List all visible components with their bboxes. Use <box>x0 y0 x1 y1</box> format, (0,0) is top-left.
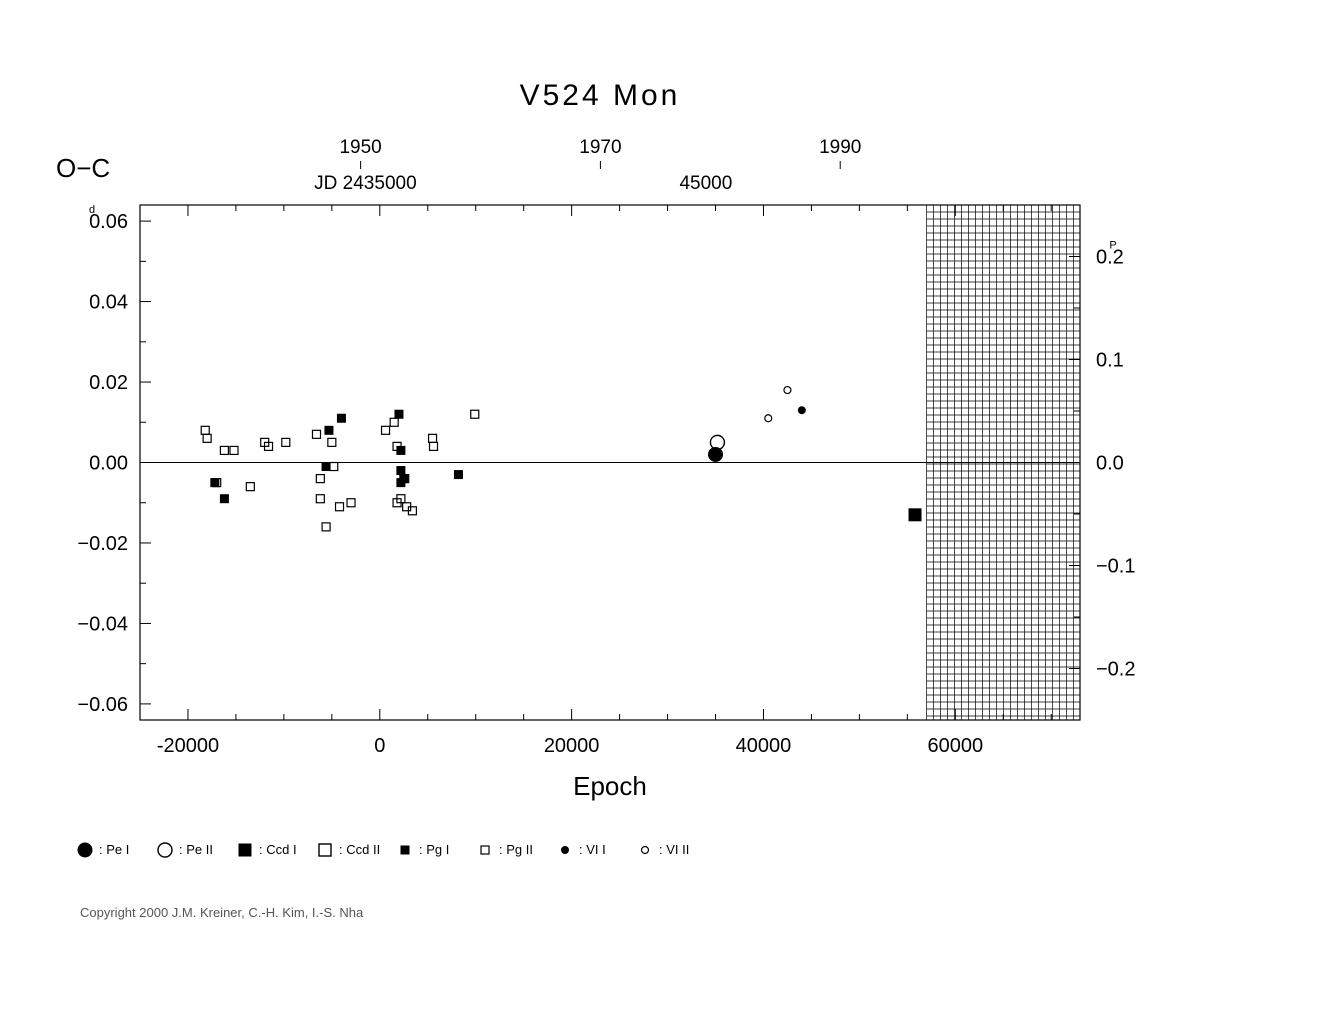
svg-text:20000: 20000 <box>544 735 600 757</box>
svg-text:: VI I: : VI I <box>579 842 606 857</box>
svg-text:: Pg II: : Pg II <box>499 842 533 857</box>
svg-text:0.1: 0.1 <box>1096 350 1124 372</box>
svg-text:0.04: 0.04 <box>89 292 128 314</box>
svg-text:d: d <box>89 204 95 216</box>
svg-text:JD 2435000: JD 2435000 <box>314 173 416 194</box>
svg-text:O−C: O−C <box>56 153 110 183</box>
svg-text:: Ccd I: : Ccd I <box>259 842 297 857</box>
svg-text:0.00: 0.00 <box>89 453 128 475</box>
oc-diagram: V524 Mon -20000 0 20000 40000 60000 Epoch −0.06… <box>0 0 1325 1020</box>
svg-text:40000: 40000 <box>736 735 792 757</box>
svg-text:: Pe I: : Pe I <box>99 842 129 857</box>
svg-text:: Pg I: : Pg I <box>419 842 449 857</box>
svg-text:Epoch: Epoch <box>573 771 647 801</box>
svg-text:0: 0 <box>374 735 385 757</box>
svg-text:−0.02: −0.02 <box>77 533 128 555</box>
svg-text:0.0: 0.0 <box>1096 453 1124 475</box>
svg-text:1990: 1990 <box>819 137 861 158</box>
svg-text:1970: 1970 <box>579 137 621 158</box>
svg-text:0.02: 0.02 <box>89 372 128 394</box>
svg-text:−0.2: −0.2 <box>1096 659 1135 681</box>
svg-text:V524 Mon: V524 Mon <box>520 79 681 112</box>
svg-text:−0.04: −0.04 <box>77 613 128 635</box>
svg-text:45000: 45000 <box>679 173 732 194</box>
svg-text:−0.06: −0.06 <box>77 694 128 716</box>
svg-text:: Pe II: : Pe II <box>179 842 213 857</box>
data-points <box>201 387 921 531</box>
svg-text:−0.1: −0.1 <box>1096 556 1135 578</box>
svg-text:-20000: -20000 <box>157 735 219 757</box>
copyright-text: Copyright 2000 J.M. Kreiner, C.-H. Kim, … <box>80 905 363 920</box>
svg-text:: Ccd II: : Ccd II <box>339 842 380 857</box>
svg-text:P: P <box>1109 240 1116 252</box>
svg-text:: VI II: : VI II <box>659 842 689 857</box>
svg-text:1950: 1950 <box>339 137 381 158</box>
svg-text:60000: 60000 <box>927 735 983 757</box>
